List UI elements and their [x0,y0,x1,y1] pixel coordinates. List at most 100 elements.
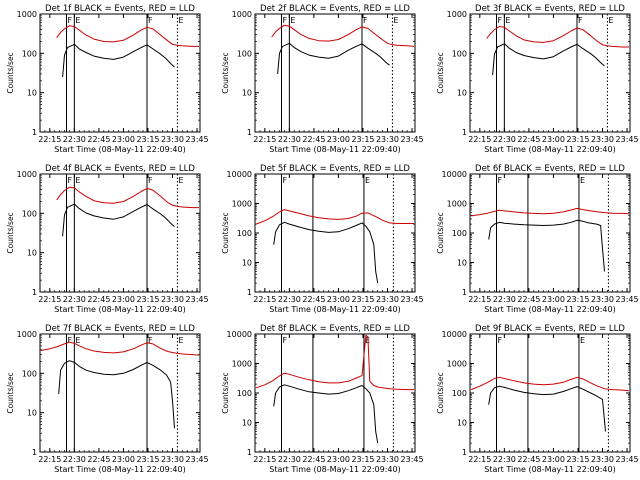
event-marker-label: E [178,176,183,185]
x-tick-label: 22:30 [278,135,301,144]
y-tick-label: 1 [247,128,252,137]
y-tick-label: 10 [27,249,37,258]
plot-frame [469,173,631,293]
y-tick-label: 1 [462,448,467,457]
detector-plot: Det 3f BLACK = Events, RED = LLD 1 10 100 10… [436,4,639,154]
y-tick-label: 100 [22,209,37,218]
detector-plot: Det 1f BLACK = Events, RED = LLD 1 10 100 10… [6,4,209,154]
y-axis-label: Counts/sec [221,212,230,253]
x-tick-label: 23:00 [112,135,135,144]
lld-series-line [486,26,629,48]
events-series-line [58,360,175,429]
detector-plot: Det 8f BLACK = Events, RED = LLD 1 10 100 10… [221,324,424,474]
y-axis-label: Counts/sec [436,212,445,253]
events-series-line [62,203,175,237]
lld-series-line [56,25,199,47]
event-marker-label: F [498,336,503,345]
x-tick-label: 23:30 [161,455,184,464]
x-tick-label: 22:45 [517,455,540,464]
x-tick-label: 22:45 [517,295,540,304]
y-tick-label: 10 [457,89,467,98]
x-axis-label: Start Time (08-May-11 22:09:40) [269,305,400,314]
y-axis-label: Counts/sec [6,52,15,93]
y-tick-label: 1000 [17,10,37,19]
y-tick-label: 100 [237,229,252,238]
y-tick-label: 1 [32,288,37,297]
x-tick-label: 23:30 [376,135,399,144]
x-tick-label: 22:30 [493,295,516,304]
x-tick-label: 23:30 [591,295,614,304]
x-tick-label: 23:45 [616,295,639,304]
lld-series-line [56,186,199,209]
y-tick-label: 10 [457,259,467,268]
x-axis-label: Start Time (08-May-11 22:09:40) [484,305,615,314]
y-tick-label: 10000 [442,330,467,339]
x-tick-label: 22:15 [253,455,276,464]
x-tick-label: 23:30 [591,455,614,464]
event-marker-label: E [393,16,398,25]
y-tick-label: 10000 [227,330,252,339]
event-marker-label: F [148,176,153,185]
plot-frame [254,333,416,453]
event-marker-label: E [365,176,370,185]
y-tick-label: 100 [237,49,252,58]
x-tick-label: 22:45 [517,135,540,144]
y-tick-label: 1000 [17,170,37,179]
y-tick-label: 1000 [232,200,252,209]
events-series-line [273,384,379,444]
x-tick-label: 23:30 [161,135,184,144]
x-tick-label: 23:15 [136,455,159,464]
x-tick-label: 22:15 [38,455,61,464]
event-marker-label: E [75,16,80,25]
x-tick-label: 22:45 [302,295,325,304]
x-tick-label: 22:30 [278,295,301,304]
x-tick-label: 23:00 [327,455,350,464]
event-marker-label: F [363,16,368,25]
x-tick-label: 22:15 [253,295,276,304]
x-tick-label: 22:15 [38,135,61,144]
y-tick-label: 1000 [447,360,467,369]
x-tick-label: 23:30 [591,135,614,144]
x-tick-label: 23:15 [136,295,159,304]
lld-series-line [40,341,200,356]
plot-title: Det 1f BLACK = Events, RED = LLD [45,4,195,14]
y-tick-label: 10 [242,259,252,268]
event-marker-label: E [505,16,510,25]
x-tick-label: 23:45 [186,135,209,144]
event-marker-label: E [608,16,613,25]
x-tick-label: 23:45 [186,295,209,304]
plot-frame [469,13,631,133]
x-tick-label: 23:00 [327,295,350,304]
y-tick-label: 1 [32,448,37,457]
event-marker-label: F [498,176,503,185]
x-tick-label: 23:15 [351,295,374,304]
plot-title: Det 2f BLACK = Events, RED = LLD [260,4,410,14]
y-tick-label: 100 [22,49,37,58]
plot-frame [254,13,416,133]
x-tick-label: 23:00 [542,455,565,464]
lld-series-line [271,24,415,47]
x-tick-label: 23:15 [351,455,374,464]
x-tick-label: 23:45 [401,135,424,144]
x-tick-label: 22:30 [278,455,301,464]
x-axis-label: Start Time (08-May-11 22:09:40) [484,465,615,474]
x-tick-label: 22:30 [493,455,516,464]
x-tick-label: 23:30 [161,295,184,304]
x-tick-label: 23:15 [136,135,159,144]
x-tick-label: 23:45 [401,455,424,464]
x-tick-label: 22:15 [468,455,491,464]
x-tick-label: 22:45 [302,455,325,464]
plot-title: Det 8f BLACK = Events, RED = LLD [260,324,410,334]
plot-frame [39,333,201,453]
lld-series-line [255,209,414,225]
events-series-line [488,385,606,432]
event-marker-label: F [68,176,73,185]
y-tick-label: 10 [242,89,252,98]
x-axis-label: Start Time (08-May-11 22:09:40) [269,145,400,154]
x-axis-label: Start Time (08-May-11 22:09:40) [269,465,400,474]
y-tick-label: 1000 [447,200,467,209]
x-tick-label: 23:00 [542,295,565,304]
y-tick-label: 1000 [232,360,252,369]
x-tick-label: 22:30 [63,135,86,144]
